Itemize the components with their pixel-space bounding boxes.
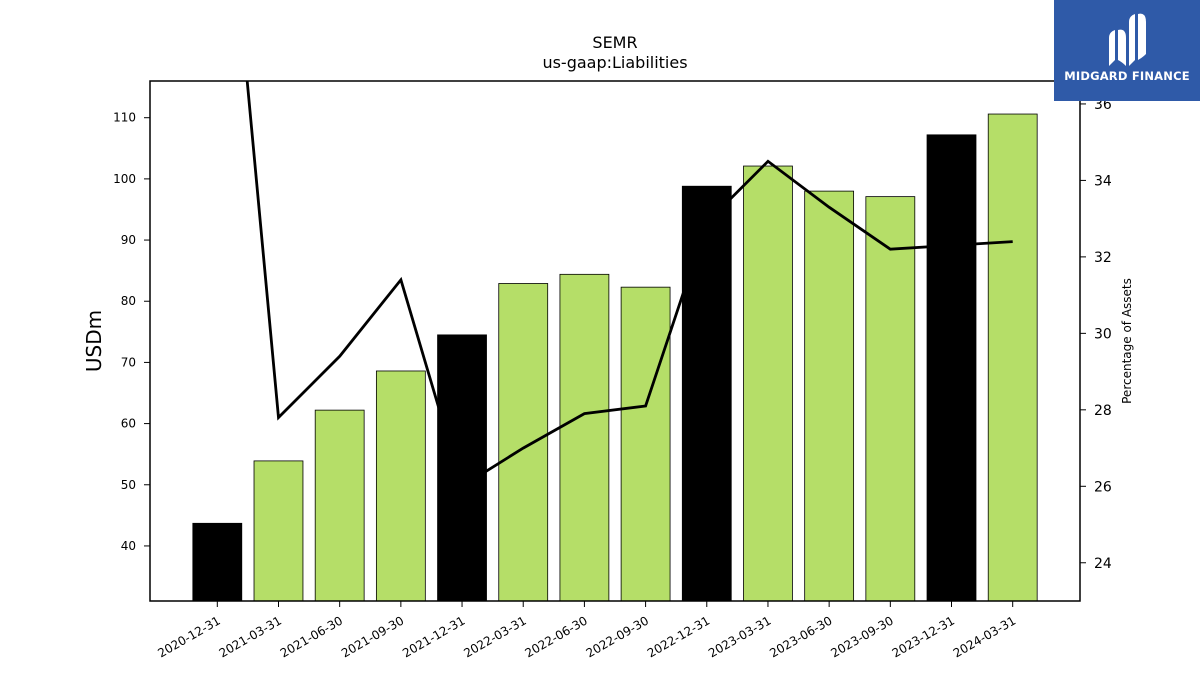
bar-2020-12-31 xyxy=(192,522,243,602)
x-tick-label: 2023-12-31 xyxy=(890,613,957,660)
bar-2021-09-30 xyxy=(375,370,426,602)
x-tick-label: 2020-12-31 xyxy=(155,613,222,660)
x-tick-label: 2021-06-30 xyxy=(278,613,345,660)
y-tick-label: 90 xyxy=(121,233,136,247)
y-tick-label: 110 xyxy=(113,111,136,125)
y2-tick-label: 32 xyxy=(1094,250,1112,266)
x-tick-label: 2023-06-30 xyxy=(767,613,834,660)
bar-2023-09-30 xyxy=(865,196,916,602)
y-tick-label: 70 xyxy=(121,355,136,369)
x-tick-label: 2021-03-31 xyxy=(217,613,284,660)
bar-2022-09-30 xyxy=(620,286,671,602)
y-axis-label: USDm xyxy=(82,310,106,372)
logo-text: MIDGARD FINANCE xyxy=(1064,69,1190,83)
bar-2022-12-31 xyxy=(681,185,732,602)
x-tick-label: 2022-09-30 xyxy=(584,613,651,660)
x-tick-label: 2022-06-30 xyxy=(523,613,590,660)
y-tick-label: 60 xyxy=(121,417,136,431)
y-tick-label: 80 xyxy=(121,294,136,308)
bar-2022-06-30 xyxy=(559,273,610,602)
chart-title: SEMR xyxy=(592,33,637,52)
y-tick-label: 40 xyxy=(121,539,136,553)
y-tick-label: 100 xyxy=(113,172,136,186)
bar-2023-12-31 xyxy=(926,134,977,602)
x-tick-label: 2024-03-31 xyxy=(951,613,1018,660)
bar-2021-06-30 xyxy=(314,409,365,602)
x-tick-label: 2022-12-31 xyxy=(645,613,712,660)
y2-tick-label: 28 xyxy=(1094,403,1112,419)
y2-tick-label: 34 xyxy=(1094,173,1112,189)
bar-2024-03-31 xyxy=(987,113,1038,602)
bar-2023-03-31 xyxy=(743,165,793,602)
x-tick-label: 2021-12-31 xyxy=(400,613,467,660)
bar-2021-03-31 xyxy=(253,460,304,602)
bar-2022-03-31 xyxy=(498,283,549,602)
chart-subtitle: us-gaap:Liabilities xyxy=(542,53,687,72)
y2-axis-label: Percentage of Assets xyxy=(1120,278,1134,404)
bar-2021-12-31 xyxy=(437,334,487,602)
y2-tick-label: 30 xyxy=(1094,326,1112,342)
x-tick-label: 2021-09-30 xyxy=(339,613,406,660)
y2-tick-label: 24 xyxy=(1094,556,1112,572)
logo: MIDGARD FINANCE xyxy=(1054,0,1200,101)
plot-frame xyxy=(149,80,1081,602)
x-tick-label: 2023-09-30 xyxy=(828,613,895,660)
bar-2023-06-30 xyxy=(804,190,855,602)
y-tick-label: 50 xyxy=(121,478,136,492)
y2-tick-label: 26 xyxy=(1094,479,1112,495)
percentage-of-assets-line xyxy=(245,81,1013,489)
midgard-logo-icon xyxy=(1109,13,1146,67)
x-tick-label: 2022-03-31 xyxy=(461,613,528,660)
x-tick-label: 2023-03-31 xyxy=(706,613,773,660)
